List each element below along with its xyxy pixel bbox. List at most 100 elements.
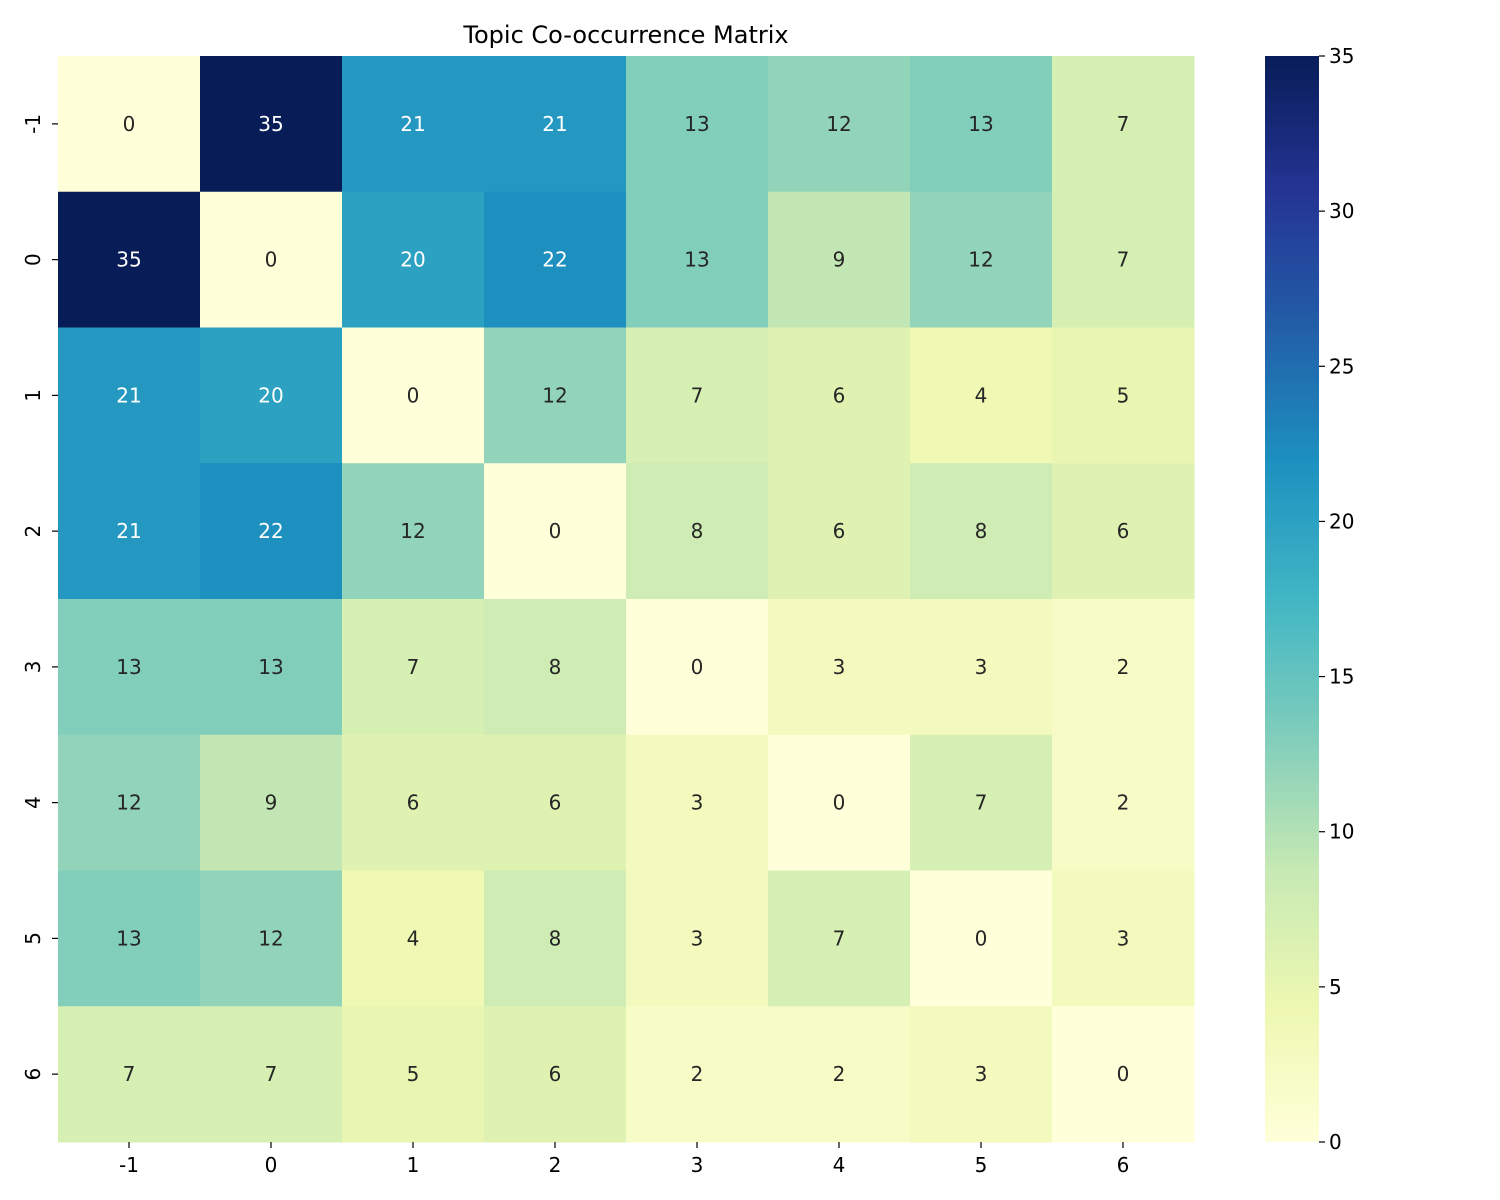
cell-value-label: 3 xyxy=(1117,926,1130,950)
x-tick-label: -1 xyxy=(119,1153,139,1177)
chart-title: Topic Co-occurrence Matrix xyxy=(462,21,788,49)
x-tick-label: 2 xyxy=(549,1153,562,1177)
heatmap-cells: 0 35 21 21 13 12 13 735 0 20 22 13 9 12 721 20 0 12 7 6 4 521… xyxy=(58,56,1195,1143)
colorbar-gradient xyxy=(1265,56,1319,1142)
heatmap-cell xyxy=(58,56,201,193)
cell-value-label: 12 xyxy=(116,791,141,815)
cell-value-label: 5 xyxy=(1117,383,1130,407)
heatmap-cell xyxy=(626,463,769,600)
cell-value-label: 7 xyxy=(975,791,988,815)
cell-value-label: 21 xyxy=(116,519,141,543)
cell-value-label: 0 xyxy=(1117,1062,1130,1086)
heatmap-cell xyxy=(484,56,627,193)
heatmap-cell xyxy=(910,599,1053,736)
heatmap-cell xyxy=(484,191,627,328)
colorbar-tick-label: 10 xyxy=(1329,820,1354,844)
cell-value-label: 7 xyxy=(1117,112,1130,136)
cell-value-label: 13 xyxy=(684,112,709,136)
heatmap-cell xyxy=(200,599,343,736)
heatmap-cell xyxy=(626,1006,769,1143)
heatmap-cell xyxy=(200,734,343,871)
heatmap-cell xyxy=(768,870,911,1007)
heatmap-cell xyxy=(484,463,627,600)
heatmap-cell xyxy=(58,463,201,600)
heatmap-cell xyxy=(626,870,769,1007)
cell-value-label: 2 xyxy=(1117,655,1130,679)
heatmap-cell xyxy=(626,599,769,736)
cell-value-label: 35 xyxy=(116,248,141,272)
heatmap-cell xyxy=(58,327,201,464)
x-tick-label: 3 xyxy=(691,1153,704,1177)
heatmap-cell xyxy=(342,191,485,328)
heatmap-cell xyxy=(200,56,343,193)
heatmap-cell xyxy=(58,191,201,328)
cell-value-label: 7 xyxy=(265,1062,278,1086)
heatmap-cell xyxy=(342,734,485,871)
cell-value-label: 5 xyxy=(407,1062,420,1086)
cell-value-label: 4 xyxy=(407,926,420,950)
heatmap-cell xyxy=(342,56,485,193)
cell-value-label: 6 xyxy=(549,1062,562,1086)
y-tick-label: 2 xyxy=(21,525,45,538)
cell-value-label: 22 xyxy=(542,248,567,272)
cell-value-label: 21 xyxy=(542,112,567,136)
cell-value-label: 9 xyxy=(833,248,846,272)
heatmap-cell xyxy=(768,327,911,464)
x-tick-label: 0 xyxy=(265,1153,278,1177)
cell-value-label: 2 xyxy=(691,1062,704,1086)
colorbar-tick-label: 35 xyxy=(1329,44,1354,68)
cell-value-label: 6 xyxy=(833,383,846,407)
cell-value-label: 0 xyxy=(549,519,562,543)
cell-value-label: 4 xyxy=(975,383,988,407)
heatmap-cell xyxy=(200,327,343,464)
heatmap-cell xyxy=(1052,734,1195,871)
cell-value-label: 6 xyxy=(1117,519,1130,543)
colorbar-tick-label: 20 xyxy=(1329,509,1354,533)
heatmap-cell xyxy=(626,734,769,871)
cell-value-label: 12 xyxy=(400,519,425,543)
colorbar-tick-label: 5 xyxy=(1329,975,1342,999)
x-tick-label: 6 xyxy=(1117,1153,1130,1177)
heatmap-cell xyxy=(910,327,1053,464)
colorbar-tick-label: 25 xyxy=(1329,354,1354,378)
heatmap-cell xyxy=(1052,599,1195,736)
cell-value-label: 8 xyxy=(549,926,562,950)
heatmap-cell xyxy=(910,870,1053,1007)
heatmap-cell xyxy=(200,870,343,1007)
cell-value-label: 21 xyxy=(400,112,425,136)
cell-value-label: 13 xyxy=(968,112,993,136)
x-tick-label: 4 xyxy=(833,1153,846,1177)
heatmap-cell xyxy=(200,191,343,328)
colorbar: 0 5 10 15 20 25 30 35 xyxy=(1265,44,1354,1154)
cell-value-label: 0 xyxy=(833,791,846,815)
heatmap-cell xyxy=(484,327,627,464)
colorbar-tick-label: 30 xyxy=(1329,199,1354,223)
cell-value-label: 8 xyxy=(549,655,562,679)
heatmap-cell xyxy=(342,870,485,1007)
y-tick-label: 4 xyxy=(21,796,45,809)
heatmap-cell xyxy=(200,1006,343,1143)
y-axis: -1 0 1 2 3 4 5 6 xyxy=(21,114,58,1080)
heatmap-cell xyxy=(342,327,485,464)
heatmap-cell xyxy=(768,463,911,600)
cell-value-label: 13 xyxy=(684,248,709,272)
heatmap-cell xyxy=(484,870,627,1007)
heatmap-cell xyxy=(768,1006,911,1143)
heatmap-cell xyxy=(626,191,769,328)
cell-value-label: 20 xyxy=(258,383,283,407)
heatmap-cell xyxy=(768,191,911,328)
colorbar-tick-label: 0 xyxy=(1329,1130,1342,1154)
heatmap-cell xyxy=(1052,463,1195,600)
heatmap-cell xyxy=(626,327,769,464)
cell-value-label: 20 xyxy=(400,248,425,272)
heatmap-cell xyxy=(342,599,485,736)
cell-value-label: 7 xyxy=(407,655,420,679)
cell-value-label: 6 xyxy=(549,791,562,815)
heatmap-cell xyxy=(484,1006,627,1143)
cell-value-label: 8 xyxy=(691,519,704,543)
cell-value-label: 12 xyxy=(258,926,283,950)
heatmap-cell xyxy=(342,1006,485,1143)
heatmap-cell xyxy=(1052,870,1195,1007)
heatmap-cell xyxy=(910,56,1053,193)
